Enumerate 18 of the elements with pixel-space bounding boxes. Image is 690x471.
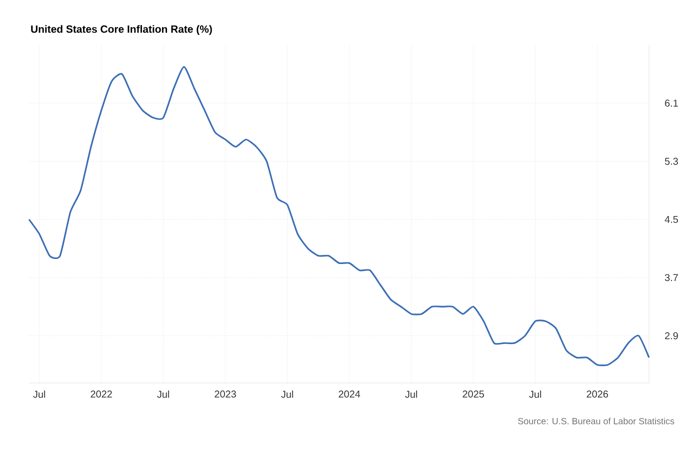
x-tick-label: Jul [405,390,418,398]
x-tick-label: Jul [33,390,46,398]
x-tick-label: Jul [281,390,294,398]
x-tick-label: 2025 [462,390,484,398]
x-tick-label: 2023 [214,390,236,398]
x-tick-label: 2024 [338,390,360,398]
y-tick-label: 5.3 [664,158,678,165]
y-tick-label: 2.9 [665,332,678,340]
x-tick-label: 2026 [586,390,608,398]
y-tick-label: 4.5 [664,216,678,223]
line-series [28,66,650,366]
source-note: Source: U.S. Bureau of Labor Statistics [518,418,674,424]
x-tick-label: Jul [529,390,542,398]
chart-title: United States Core Inflation Rate (%) [31,25,212,35]
x-tick-label: 2022 [90,390,112,398]
y-tick-label: 3.7 [664,274,678,282]
y-tick-label: 6.1 [665,100,678,107]
x-tick-label: Jul [157,390,170,398]
